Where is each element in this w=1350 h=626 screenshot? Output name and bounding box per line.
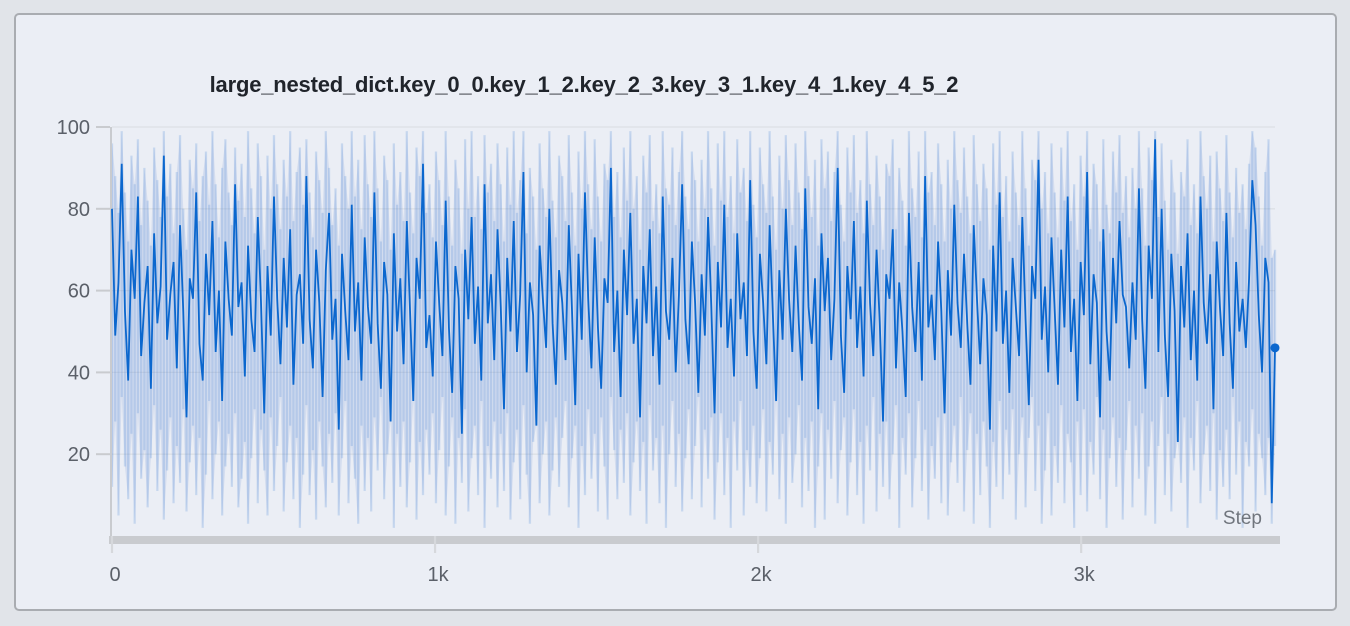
y-tick-label: 20 xyxy=(68,444,90,466)
y-tick-label: 80 xyxy=(68,199,90,221)
x-axis-title: Step xyxy=(1223,508,1262,529)
minmax-band-area xyxy=(112,131,1275,528)
y-tick-label: 40 xyxy=(68,362,90,384)
x-tick-label: 2k xyxy=(751,564,773,586)
final-point-dot xyxy=(1270,343,1280,353)
chart-title: large_nested_dict.key_0_0.key_1_2.key_2_… xyxy=(209,72,959,97)
line-chart[interactable]: 20 40 60 80 100 0 1k 2k 3k Step xyxy=(16,15,1335,609)
x-tick-label: 1k xyxy=(427,564,449,586)
x-tick-label: 3k xyxy=(1074,564,1096,586)
x-axis-bar xyxy=(109,536,1280,544)
y-tick-label: 100 xyxy=(57,117,90,139)
chart-panel: large_nested_dict.key_0_0.key_1_2.key_2_… xyxy=(14,13,1337,611)
y-tick-label: 60 xyxy=(68,281,90,303)
value-line xyxy=(111,139,1276,504)
x-tick-label: 0 xyxy=(109,564,120,586)
